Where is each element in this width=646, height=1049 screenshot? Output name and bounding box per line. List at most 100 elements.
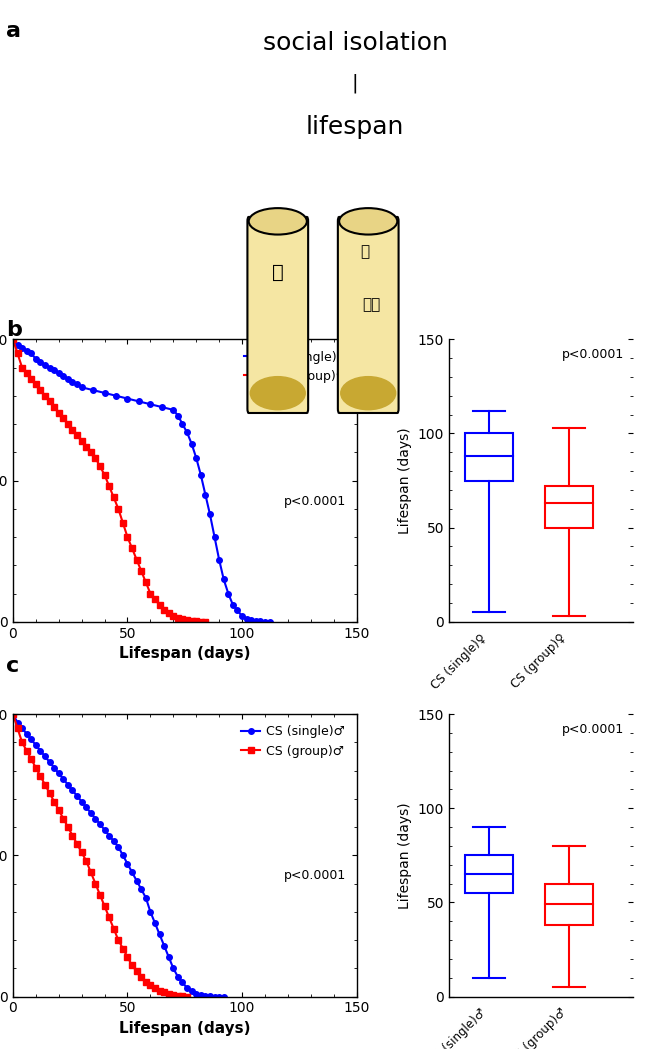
CS (single)♀ bbox=[220, 573, 227, 585]
CS (single)♂ bbox=[156, 928, 163, 941]
CS (group)♂ bbox=[46, 787, 54, 799]
CS (single)♂ bbox=[59, 773, 67, 786]
CS (group)♀ bbox=[128, 542, 136, 555]
CS (group)♂ bbox=[128, 959, 136, 971]
CS (single)♀ bbox=[266, 616, 273, 628]
X-axis label: Lifespan (days): Lifespan (days) bbox=[119, 1021, 251, 1036]
CS (single)♂ bbox=[206, 990, 214, 1003]
CS (group)♀ bbox=[156, 599, 163, 612]
CS (single)♀ bbox=[261, 616, 269, 628]
CS (group)♀ bbox=[64, 418, 72, 430]
Text: p<0.0001: p<0.0001 bbox=[561, 723, 624, 735]
Text: |: | bbox=[352, 73, 359, 93]
CS (single)♀ bbox=[46, 361, 54, 373]
CS (single)♀ bbox=[23, 344, 30, 357]
CS (single)♂ bbox=[68, 784, 76, 796]
Text: b: b bbox=[6, 320, 23, 340]
CS (single)♀ bbox=[158, 401, 166, 413]
CS (group)♂ bbox=[18, 736, 26, 749]
CS (single)♂ bbox=[9, 708, 17, 721]
CS (single)♂ bbox=[160, 940, 168, 952]
CS (single)♀ bbox=[256, 615, 264, 627]
CS (group)♂ bbox=[123, 950, 131, 963]
CS (group)♂ bbox=[110, 922, 118, 935]
CS (group)♀ bbox=[114, 502, 122, 515]
FancyBboxPatch shape bbox=[338, 217, 399, 413]
CS (single)♀ bbox=[215, 553, 223, 565]
Bar bbox=[465, 433, 513, 480]
CS (group)♀ bbox=[82, 441, 90, 453]
CS (group)♂ bbox=[55, 804, 63, 816]
CS (group)♀ bbox=[41, 389, 49, 402]
CS (single)♀ bbox=[123, 392, 131, 405]
CS (group)♂ bbox=[59, 812, 67, 825]
CS (group)♀ bbox=[27, 372, 35, 385]
CS (single)♂ bbox=[78, 795, 85, 808]
X-axis label: Lifespan (days): Lifespan (days) bbox=[119, 646, 251, 661]
CS (group)♂ bbox=[64, 820, 72, 833]
CS (single)♀ bbox=[55, 367, 63, 380]
CS (group)♂ bbox=[160, 986, 168, 999]
CS (group)♂ bbox=[32, 762, 39, 774]
CS (single)♀ bbox=[197, 469, 205, 481]
CS (group)♀ bbox=[183, 614, 191, 626]
CS (group)♀ bbox=[160, 604, 168, 617]
CS (group)♂ bbox=[178, 990, 186, 1003]
CS (group)♀ bbox=[174, 612, 182, 624]
CS (single)♂ bbox=[82, 801, 90, 814]
Legend: CS (single)♀, CS (group)♀: CS (single)♀, CS (group)♀ bbox=[238, 345, 350, 388]
CS (single)♂ bbox=[87, 807, 95, 819]
CS (group)♀ bbox=[92, 452, 99, 465]
CS (single)♀ bbox=[188, 437, 196, 450]
CS (group)♀ bbox=[9, 333, 17, 345]
CS (single)♀ bbox=[37, 356, 45, 368]
CS (group)♂ bbox=[27, 753, 35, 766]
CS (single)♀ bbox=[18, 341, 26, 354]
CS (single)♂ bbox=[101, 823, 109, 836]
CS (group)♂ bbox=[142, 977, 150, 989]
CS (single)♂ bbox=[37, 745, 45, 757]
CS (single)♂ bbox=[128, 866, 136, 879]
CS (single)♂ bbox=[142, 892, 150, 904]
Line: CS (group)♀: CS (group)♀ bbox=[10, 337, 208, 624]
CS (single)♂ bbox=[133, 875, 141, 887]
CS (group)♂ bbox=[114, 934, 122, 946]
CS (single)♂ bbox=[178, 977, 186, 989]
CS (single)♂ bbox=[64, 778, 72, 791]
CS (group)♂ bbox=[68, 829, 76, 841]
CS (group)♂ bbox=[151, 982, 159, 994]
CS (single)♂ bbox=[138, 883, 145, 896]
CS (single)♀ bbox=[238, 609, 246, 622]
CS (group)♀ bbox=[14, 347, 21, 360]
CS (single)♀ bbox=[50, 364, 58, 377]
Text: 🪰🪰: 🪰🪰 bbox=[362, 297, 380, 312]
CS (single)♀ bbox=[112, 389, 120, 402]
Bar bbox=[545, 883, 593, 925]
Ellipse shape bbox=[249, 208, 307, 235]
CS (group)♀ bbox=[178, 613, 186, 625]
CS (single)♀ bbox=[193, 452, 200, 465]
Text: social isolation: social isolation bbox=[263, 31, 448, 56]
CS (single)♀ bbox=[64, 372, 72, 385]
CS (group)♂ bbox=[101, 900, 109, 913]
CS (group)♂ bbox=[119, 942, 127, 955]
CS (single)♂ bbox=[174, 970, 182, 983]
CS (group)♀ bbox=[18, 361, 26, 373]
CS (single)♂ bbox=[114, 840, 122, 853]
CS (group)♀ bbox=[55, 406, 63, 419]
CS (single)♂ bbox=[123, 857, 131, 870]
CS (single)♂ bbox=[41, 750, 49, 763]
CS (group)♀ bbox=[73, 429, 81, 442]
CS (single)♂ bbox=[147, 905, 154, 918]
CS (single)♀ bbox=[206, 508, 214, 520]
CS (single)♂ bbox=[183, 982, 191, 994]
CS (group)♂ bbox=[165, 987, 172, 1000]
Ellipse shape bbox=[339, 208, 397, 235]
CS (group)♀ bbox=[188, 615, 196, 627]
CS (group)♂ bbox=[156, 985, 163, 998]
CS (group)♀ bbox=[169, 609, 177, 622]
CS (single)♂ bbox=[73, 790, 81, 802]
CS (group)♀ bbox=[105, 479, 113, 492]
CS (single)♂ bbox=[27, 733, 35, 746]
CS (single)♂ bbox=[32, 738, 39, 751]
